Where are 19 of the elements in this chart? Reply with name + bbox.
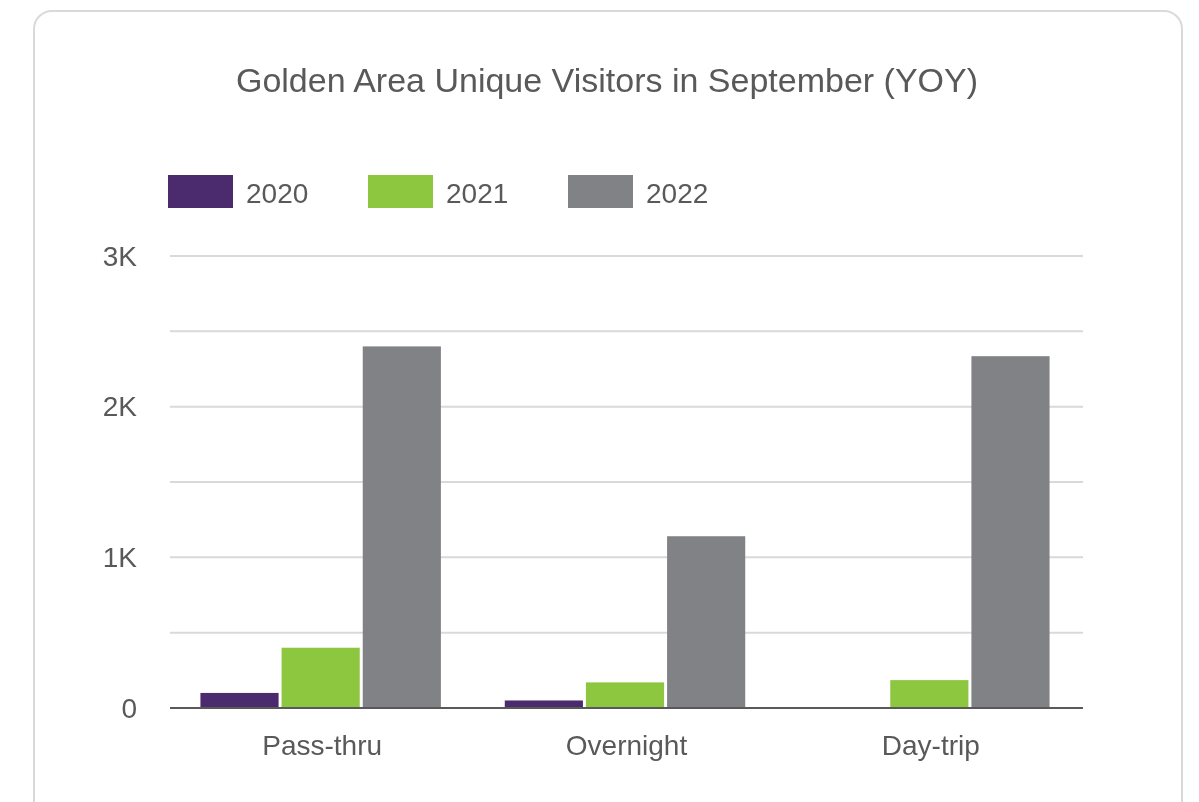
bar	[362, 346, 441, 708]
bar	[281, 647, 360, 708]
x-tick-label: Day-trip	[881, 730, 980, 761]
y-tick-label: 0	[121, 692, 137, 724]
y-tick-label: 3K	[102, 240, 138, 272]
bar	[200, 692, 279, 708]
x-tick-label: Overnight	[565, 730, 688, 761]
x-tick-label: Pass-thru	[262, 730, 383, 761]
legend-label: 2022	[646, 178, 709, 209]
bar	[971, 356, 1050, 708]
bar	[585, 682, 665, 708]
bar	[667, 536, 746, 708]
legend-label: 2020	[246, 178, 309, 209]
bar	[890, 680, 969, 708]
y-tick-label: 1K	[102, 542, 138, 574]
y-tick-label: 2K	[102, 391, 138, 423]
bar	[504, 700, 583, 708]
legend-label: 2021	[446, 178, 509, 209]
chart-title: Golden Area Unique Visitors in September (YOY)	[235, 61, 979, 99]
